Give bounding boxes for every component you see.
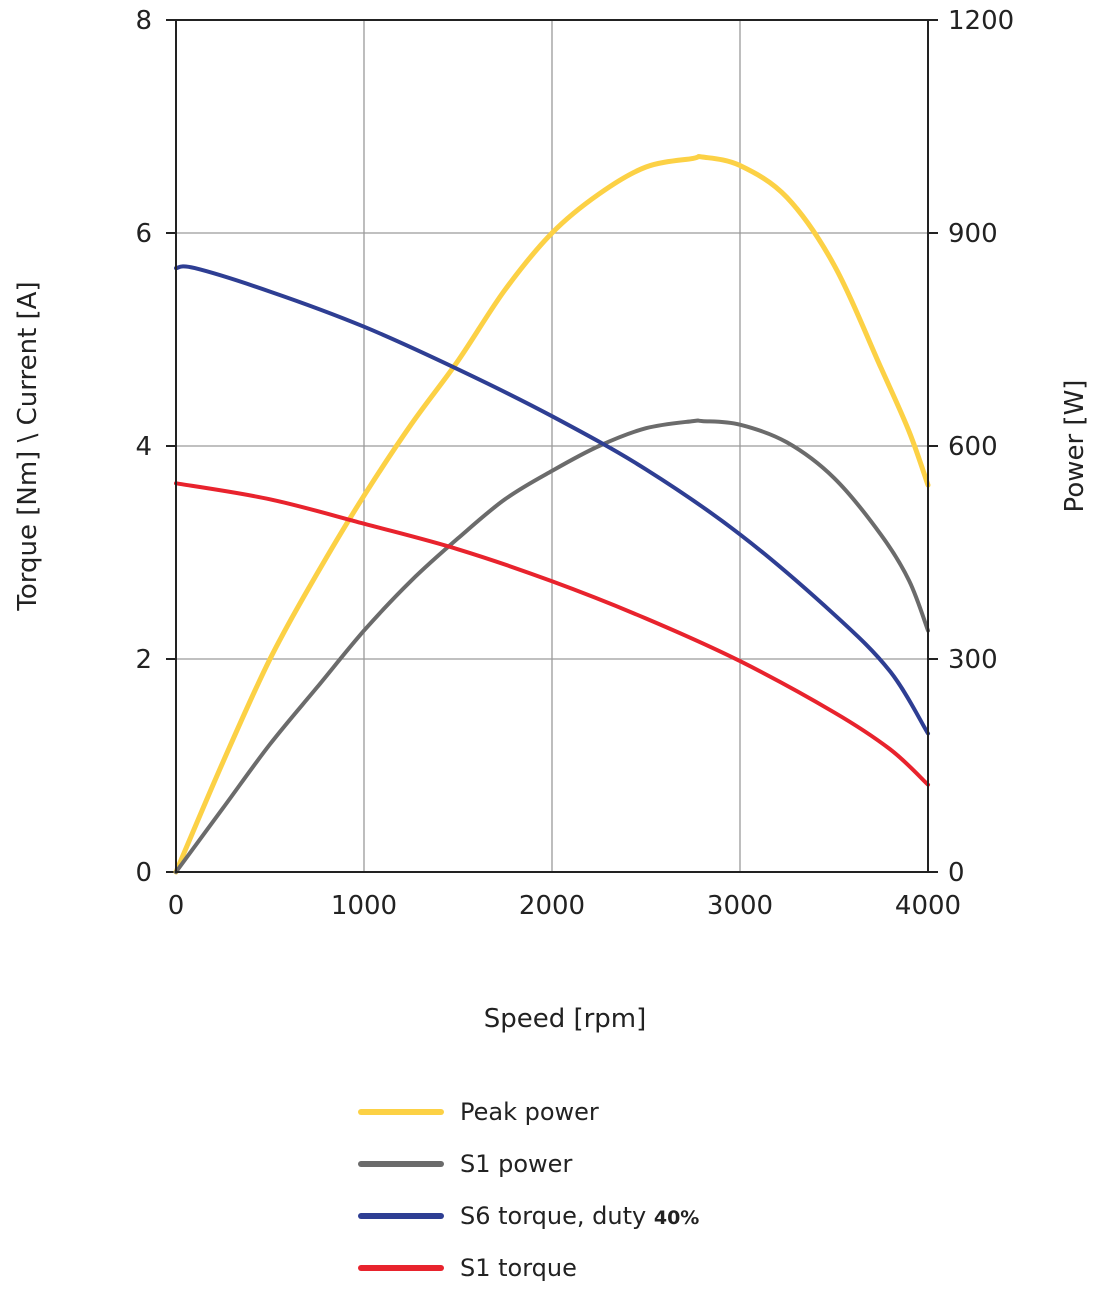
series-line-peak-power (173, 153, 931, 875)
legend-item-peak-power: Peak power (358, 1086, 699, 1138)
legend-label-s1-power: S1 power (460, 1150, 573, 1178)
chart: 0 2 4 6 8 0 300 600 900 1200 0 1000 2000 3000 4000 T… (13, 6, 1090, 1034)
right-axis-title: Power [W] (1060, 380, 1090, 513)
x-tick-label-0: 0 (168, 891, 185, 921)
left-axis-title: Torque [Nm] \ Current [A] (13, 281, 43, 611)
legend-item-s1-power: S1 power (358, 1138, 699, 1190)
legend-swatch-s6-torque (358, 1213, 444, 1219)
x-tick-label-4: 4000 (895, 891, 961, 921)
legend-label-s1-torque: S1 torque (460, 1254, 577, 1282)
right-tick-label-0: 0 (948, 858, 965, 888)
grid (166, 19, 938, 873)
legend-label-peak-power: Peak power (460, 1098, 599, 1126)
series-line-s1-power (174, 418, 930, 874)
right-tick-label-3: 900 (948, 219, 998, 249)
right-tick-label-1: 300 (948, 645, 998, 675)
legend-label-s6-torque: S6 torque, duty 40% (460, 1202, 699, 1230)
legend-item-s6-torque: S6 torque, duty 40% (358, 1190, 699, 1242)
left-tick-label-1: 2 (135, 645, 152, 675)
series-line-s6-torque (174, 264, 930, 736)
right-tick-labels: 0 300 600 900 1200 (948, 6, 1014, 888)
left-tick-label-2: 4 (135, 432, 152, 462)
x-tick-labels: 0 1000 2000 3000 4000 (168, 891, 961, 921)
left-tick-labels: 0 2 4 6 8 (135, 6, 152, 888)
x-tick-label-3: 3000 (707, 891, 773, 921)
right-tick-label-4: 1200 (948, 6, 1014, 36)
left-tick-label-3: 6 (135, 219, 152, 249)
legend-label-s6-torque-name: S6 torque, duty (460, 1202, 647, 1230)
x-tick-label-2: 2000 (519, 891, 585, 921)
legend-swatch-s1-power (358, 1161, 444, 1167)
left-tick-label-0: 0 (135, 858, 152, 888)
x-tick-label-1: 1000 (331, 891, 397, 921)
legend: Peak power S1 power S6 torque, duty 40% … (358, 1086, 699, 1294)
series-line-s1-torque (174, 481, 930, 787)
legend-label-s6-torque-duty: 40% (653, 1207, 700, 1229)
plot-frame (175, 19, 929, 873)
right-tick-label-2: 600 (948, 432, 998, 462)
legend-item-s1-torque: S1 torque (358, 1242, 699, 1294)
x-axis-title: Speed [rpm] (484, 1004, 647, 1034)
legend-swatch-s1-torque (358, 1265, 444, 1271)
legend-swatch-peak-power (358, 1109, 444, 1115)
left-tick-label-4: 8 (135, 6, 152, 36)
series-layer (173, 153, 931, 875)
